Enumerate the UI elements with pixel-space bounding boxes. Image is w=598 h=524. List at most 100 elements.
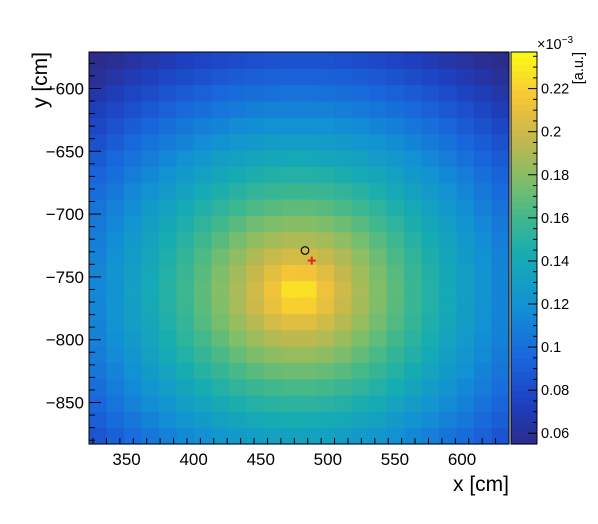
heatmap-cell: [439, 215, 458, 233]
heatmap-cell: [281, 427, 300, 445]
heatmap-cell: [299, 378, 318, 396]
heatmap-cell: [316, 346, 335, 363]
heatmap-cell: [421, 378, 440, 396]
heatmap-cell: [456, 329, 475, 347]
heatmap-cell: [211, 150, 230, 167]
heatmap-cell: [229, 117, 248, 135]
heatmap-cell: [211, 166, 230, 184]
heatmap-cell: [316, 427, 335, 445]
heatmap-cell: [264, 427, 283, 445]
z-exponent-base: ×10: [537, 37, 562, 53]
heatmap-cell: [299, 52, 318, 69]
y-tick-label: −750: [46, 268, 84, 287]
heatmap-cell: [334, 84, 353, 102]
heatmap-cell: [124, 329, 143, 347]
heatmap-cell: [421, 264, 440, 282]
palette-band: [511, 58, 537, 66]
palette-band: [511, 352, 537, 360]
heatmap-cell: [369, 117, 388, 135]
heatmap-cell: [474, 378, 493, 396]
heatmap-cell: [124, 248, 143, 265]
heatmap-cell: [141, 166, 160, 184]
heatmap-cell: [491, 313, 510, 331]
heatmap-cell: [176, 411, 195, 429]
heatmap-cell: [106, 329, 125, 347]
heatmap-cell: [299, 117, 318, 135]
heatmap-cell: [404, 182, 423, 200]
heatmap-cell: [176, 68, 195, 86]
heatmap-cell: [316, 182, 335, 200]
heatmap-cell: [386, 297, 405, 314]
heatmap-cell: [369, 346, 388, 363]
heatmap-cell: [456, 199, 475, 216]
heatmap-cell: [246, 378, 265, 396]
heatmap-cell: [124, 117, 143, 135]
heatmap-cell: [351, 166, 370, 184]
heatmap-cell: [474, 395, 493, 412]
heatmap-cell: [106, 280, 125, 298]
heatmap-cell: [456, 182, 475, 200]
heatmap-cell: [334, 427, 353, 445]
heatmap-cell: [229, 280, 248, 298]
heatmap-cell: [106, 84, 125, 102]
heatmap-cell: [351, 117, 370, 135]
heatmap-cell: [176, 215, 195, 233]
heatmap-cell: [351, 378, 370, 396]
heatmap-cell: [491, 133, 510, 151]
heatmap-cell: [386, 264, 405, 282]
heatmap-cell: [281, 84, 300, 102]
heatmap-cell: [264, 101, 283, 118]
y-axis-title: y [cm]: [29, 52, 52, 108]
heatmap-cell: [351, 362, 370, 380]
heatmap-cell: [316, 215, 335, 233]
heatmap-cell: [89, 52, 108, 69]
heatmap-cell: [369, 84, 388, 102]
heatmap-cell: [106, 427, 125, 445]
palette-band: [511, 228, 537, 236]
heatmap-cell: [334, 215, 353, 233]
heatmap-cell: [404, 329, 423, 347]
heatmap-cell: [141, 117, 160, 135]
heatmap-cell: [491, 427, 510, 445]
heatmap-cell: [246, 329, 265, 347]
heatmap-cell: [176, 280, 195, 298]
heatmap-cell: [229, 101, 248, 118]
heatmap-cell: [474, 117, 493, 135]
heatmap-cell: [421, 199, 440, 216]
heatmap-cell: [176, 231, 195, 249]
heatmap-cell: [369, 280, 388, 298]
heatmap-cell: [141, 84, 160, 102]
heatmap-cell: [299, 199, 318, 216]
plot-frame: [88, 51, 510, 445]
heatmap-cell: [334, 231, 353, 249]
heatmap-cell: [404, 427, 423, 445]
heatmap-cell: [124, 280, 143, 298]
heatmap-cell: [106, 182, 125, 200]
heatmap-cell: [456, 427, 475, 445]
palette-band: [511, 65, 537, 73]
heatmap-cell: [141, 329, 160, 347]
heatmap-cell: [351, 264, 370, 282]
heatmap-cell: [124, 199, 143, 216]
palette-band: [511, 391, 537, 399]
heatmap-cell: [491, 378, 510, 396]
palette-band: [511, 248, 537, 256]
heatmap-cell: [404, 231, 423, 249]
heatmap-cell: [351, 313, 370, 331]
heatmap-cell: [404, 297, 423, 314]
heatmap-cell: [194, 427, 213, 445]
heatmap-cell: [106, 411, 125, 429]
heatmap-cell: [211, 362, 230, 380]
heatmap-cell: [369, 150, 388, 167]
palette-band: [511, 313, 537, 321]
heatmap-cell: [141, 297, 160, 314]
heatmap-cell: [194, 231, 213, 249]
heatmap-cell: [141, 248, 160, 265]
palette-band: [511, 130, 537, 138]
heatmap-cell: [404, 133, 423, 151]
heatmap-cell: [124, 346, 143, 363]
heatmap-cell: [491, 84, 510, 102]
z-tick-label: 0.18: [541, 168, 569, 184]
heatmap-cell: [439, 378, 458, 396]
heatmap-cell: [89, 378, 108, 396]
